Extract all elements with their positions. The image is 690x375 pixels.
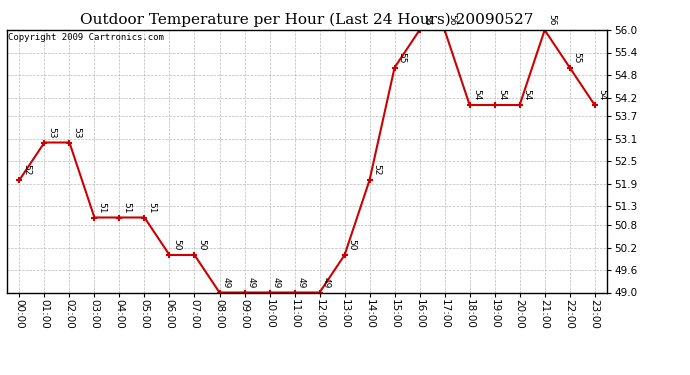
Text: 54: 54 [522,90,531,101]
Text: 52: 52 [372,165,381,176]
Text: 51: 51 [147,202,156,213]
Text: 49: 49 [322,277,331,288]
Text: 51: 51 [97,202,106,213]
Text: 50: 50 [172,239,181,251]
Text: 51: 51 [122,202,131,213]
Text: 54: 54 [497,90,506,101]
Text: 56: 56 [422,14,431,26]
Text: 55: 55 [397,52,406,63]
Text: 50: 50 [347,239,356,251]
Text: 56: 56 [547,14,556,26]
Text: 50: 50 [197,239,206,251]
Text: 54: 54 [597,90,606,101]
Text: 49: 49 [247,277,256,288]
Text: 49: 49 [272,277,281,288]
Text: 49: 49 [297,277,306,288]
Text: Copyright 2009 Cartronics.com: Copyright 2009 Cartronics.com [8,33,164,42]
Text: 55: 55 [572,52,581,63]
Text: 53: 53 [47,127,56,138]
Title: Outdoor Temperature per Hour (Last 24 Hours) 20090527: Outdoor Temperature per Hour (Last 24 Ho… [80,13,534,27]
Text: 54: 54 [472,90,481,101]
Text: 56: 56 [447,14,456,26]
Text: 53: 53 [72,127,81,138]
Text: 52: 52 [22,165,31,176]
Text: 49: 49 [222,277,231,288]
